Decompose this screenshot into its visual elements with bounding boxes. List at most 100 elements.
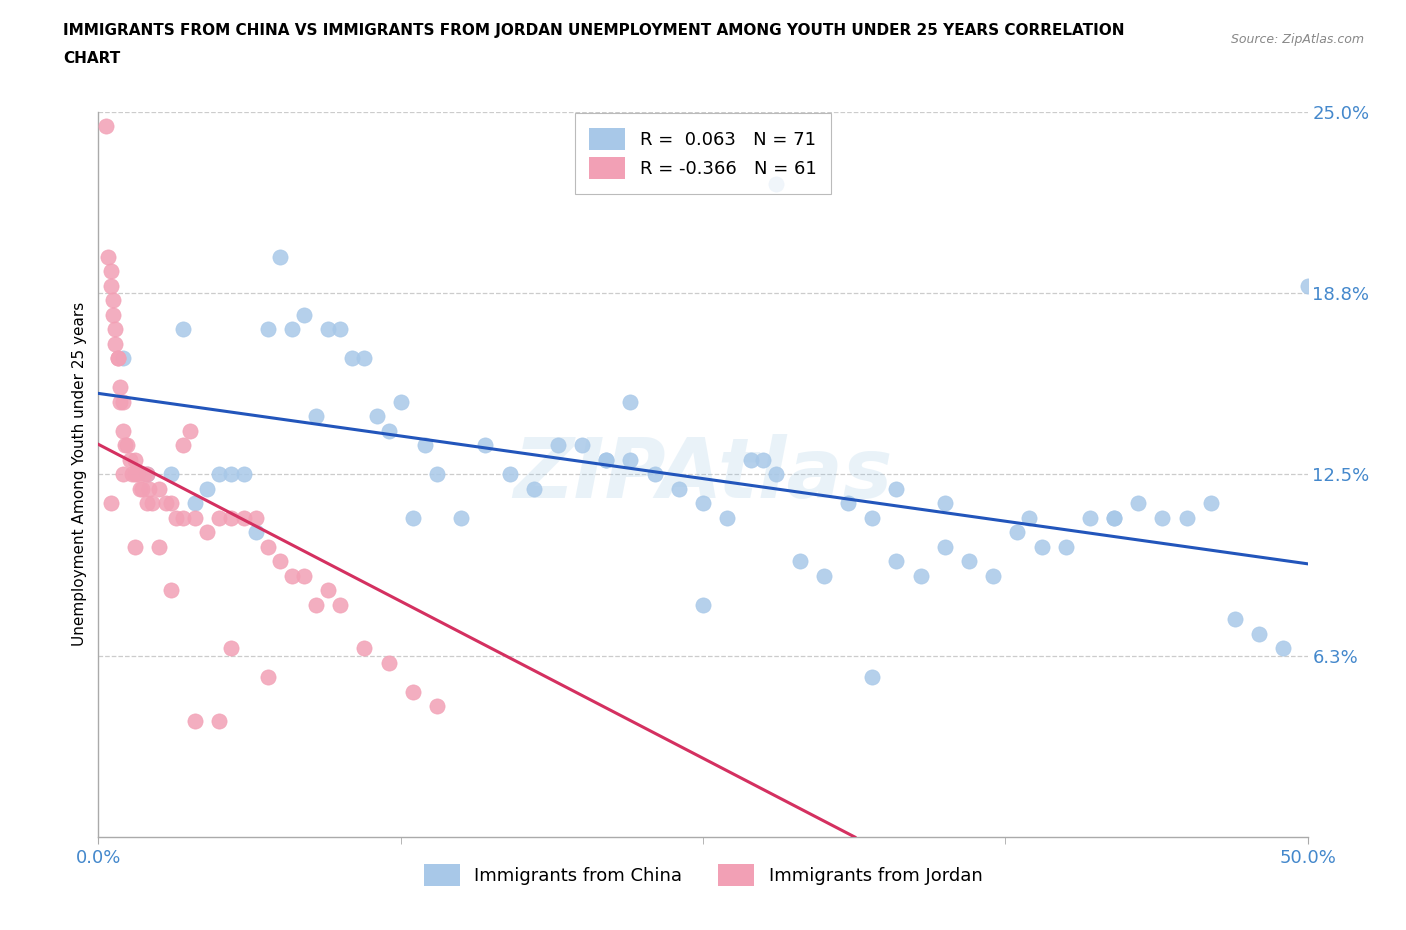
Point — [1152, 511, 1174, 525]
Point — [305, 597, 328, 612]
Point — [957, 554, 980, 569]
Point — [329, 322, 352, 337]
Point — [692, 597, 714, 612]
Point — [934, 496, 956, 511]
Point — [100, 496, 122, 511]
Point — [595, 452, 617, 467]
Point — [195, 482, 218, 497]
Point — [619, 394, 641, 409]
Point — [692, 496, 714, 511]
Legend: Immigrants from China, Immigrants from Jordan: Immigrants from China, Immigrants from J… — [416, 857, 990, 893]
Point — [108, 394, 131, 409]
Point — [910, 568, 932, 583]
Point — [256, 670, 278, 684]
Point — [135, 496, 157, 511]
Point — [1054, 539, 1077, 554]
Point — [208, 511, 231, 525]
Point — [886, 482, 908, 497]
Point — [100, 278, 122, 293]
Point — [124, 452, 146, 467]
Point — [426, 699, 449, 714]
Point — [716, 511, 738, 525]
Point — [155, 496, 177, 511]
Point — [281, 568, 304, 583]
Point — [232, 467, 254, 482]
Point — [1199, 496, 1222, 511]
Point — [377, 656, 399, 671]
Point — [389, 394, 412, 409]
Point — [547, 438, 569, 453]
Point — [595, 452, 617, 467]
Point — [740, 452, 762, 467]
Point — [1102, 511, 1125, 525]
Point — [128, 482, 150, 497]
Point — [94, 119, 117, 134]
Point — [837, 496, 859, 511]
Point — [208, 713, 231, 728]
Point — [131, 482, 153, 497]
Point — [342, 351, 364, 365]
Point — [165, 511, 187, 525]
Point — [1296, 278, 1319, 293]
Point — [292, 307, 315, 322]
Point — [402, 684, 425, 699]
Point — [1018, 511, 1040, 525]
Point — [135, 467, 157, 482]
Point — [281, 322, 304, 337]
Point — [134, 467, 156, 482]
Point — [1223, 612, 1246, 627]
Point — [1272, 641, 1295, 656]
Point — [221, 467, 243, 482]
Point — [329, 597, 352, 612]
Point — [765, 467, 787, 482]
Point — [232, 511, 254, 525]
Y-axis label: Unemployment Among Youth under 25 years: Unemployment Among Youth under 25 years — [72, 302, 87, 646]
Point — [256, 539, 278, 554]
Point — [101, 293, 124, 308]
Point — [450, 511, 472, 525]
Point — [127, 467, 149, 482]
Point — [108, 379, 131, 394]
Point — [523, 482, 546, 497]
Point — [172, 511, 194, 525]
Point — [104, 322, 127, 337]
Point — [668, 482, 690, 497]
Point — [124, 467, 146, 482]
Point — [752, 452, 775, 467]
Point — [160, 583, 183, 598]
Point — [118, 452, 141, 467]
Point — [124, 539, 146, 554]
Point — [292, 568, 315, 583]
Point — [644, 467, 666, 482]
Point — [571, 438, 593, 453]
Point — [107, 351, 129, 365]
Point — [184, 511, 207, 525]
Point — [148, 482, 170, 497]
Point — [316, 583, 339, 598]
Point — [221, 511, 243, 525]
Point — [316, 322, 339, 337]
Point — [981, 568, 1004, 583]
Point — [789, 554, 811, 569]
Point — [100, 264, 122, 279]
Point — [353, 351, 375, 365]
Point — [104, 337, 127, 352]
Point — [498, 467, 520, 482]
Point — [195, 525, 218, 539]
Point — [107, 351, 129, 365]
Point — [402, 511, 425, 525]
Point — [172, 322, 194, 337]
Point — [245, 511, 267, 525]
Point — [860, 511, 883, 525]
Point — [135, 467, 157, 482]
Point — [860, 670, 883, 684]
Point — [1007, 525, 1029, 539]
Point — [208, 467, 231, 482]
Point — [121, 467, 143, 482]
Point — [474, 438, 496, 453]
Point — [245, 525, 267, 539]
Point — [413, 438, 436, 453]
Point — [765, 177, 787, 192]
Point — [179, 423, 201, 438]
Point — [138, 482, 160, 497]
